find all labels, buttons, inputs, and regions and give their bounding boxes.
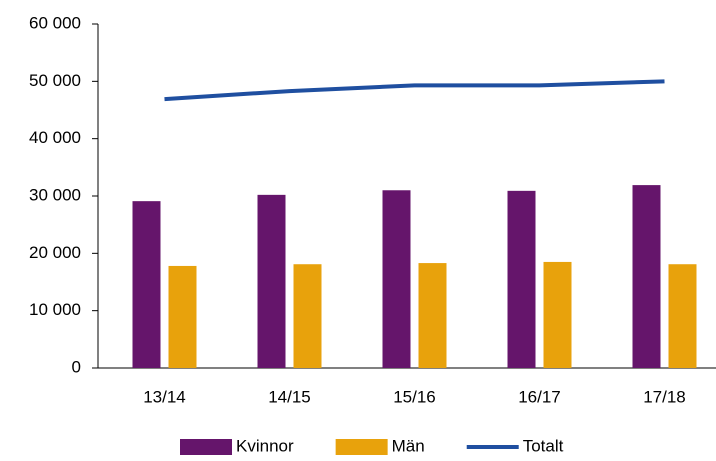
x-tick-label: 14/15 — [268, 387, 311, 406]
bar — [257, 194, 286, 368]
x-tick-label: 16/17 — [518, 387, 561, 406]
line — [164, 79, 665, 102]
x-tick-label: 15/16 — [393, 387, 436, 406]
legend-swatch — [335, 439, 388, 455]
bar — [132, 201, 161, 368]
bar — [293, 264, 322, 368]
bar — [382, 190, 411, 368]
bar — [632, 185, 661, 368]
y-tick-label: 20 000 — [29, 243, 81, 262]
y-tick-label: 60 000 — [29, 13, 81, 32]
y-tick-label: 30 000 — [29, 185, 81, 204]
x-tick-label: 13/14 — [143, 387, 186, 406]
bar — [507, 190, 536, 368]
y-tick-label: 0 — [72, 357, 81, 376]
legend-swatch — [180, 439, 232, 455]
y-tick-label: 10 000 — [29, 300, 81, 319]
y-tick-label: 40 000 — [29, 128, 81, 147]
legend-label: Totalt — [523, 436, 564, 455]
bar — [168, 265, 197, 368]
bar — [543, 261, 572, 368]
legend-label: Män — [392, 436, 425, 455]
bar — [418, 263, 447, 368]
legend-label: Kvinnor — [236, 436, 294, 455]
y-tick-label: 50 000 — [29, 71, 81, 90]
x-tick-label: 17/18 — [643, 387, 686, 406]
bar — [668, 264, 697, 368]
